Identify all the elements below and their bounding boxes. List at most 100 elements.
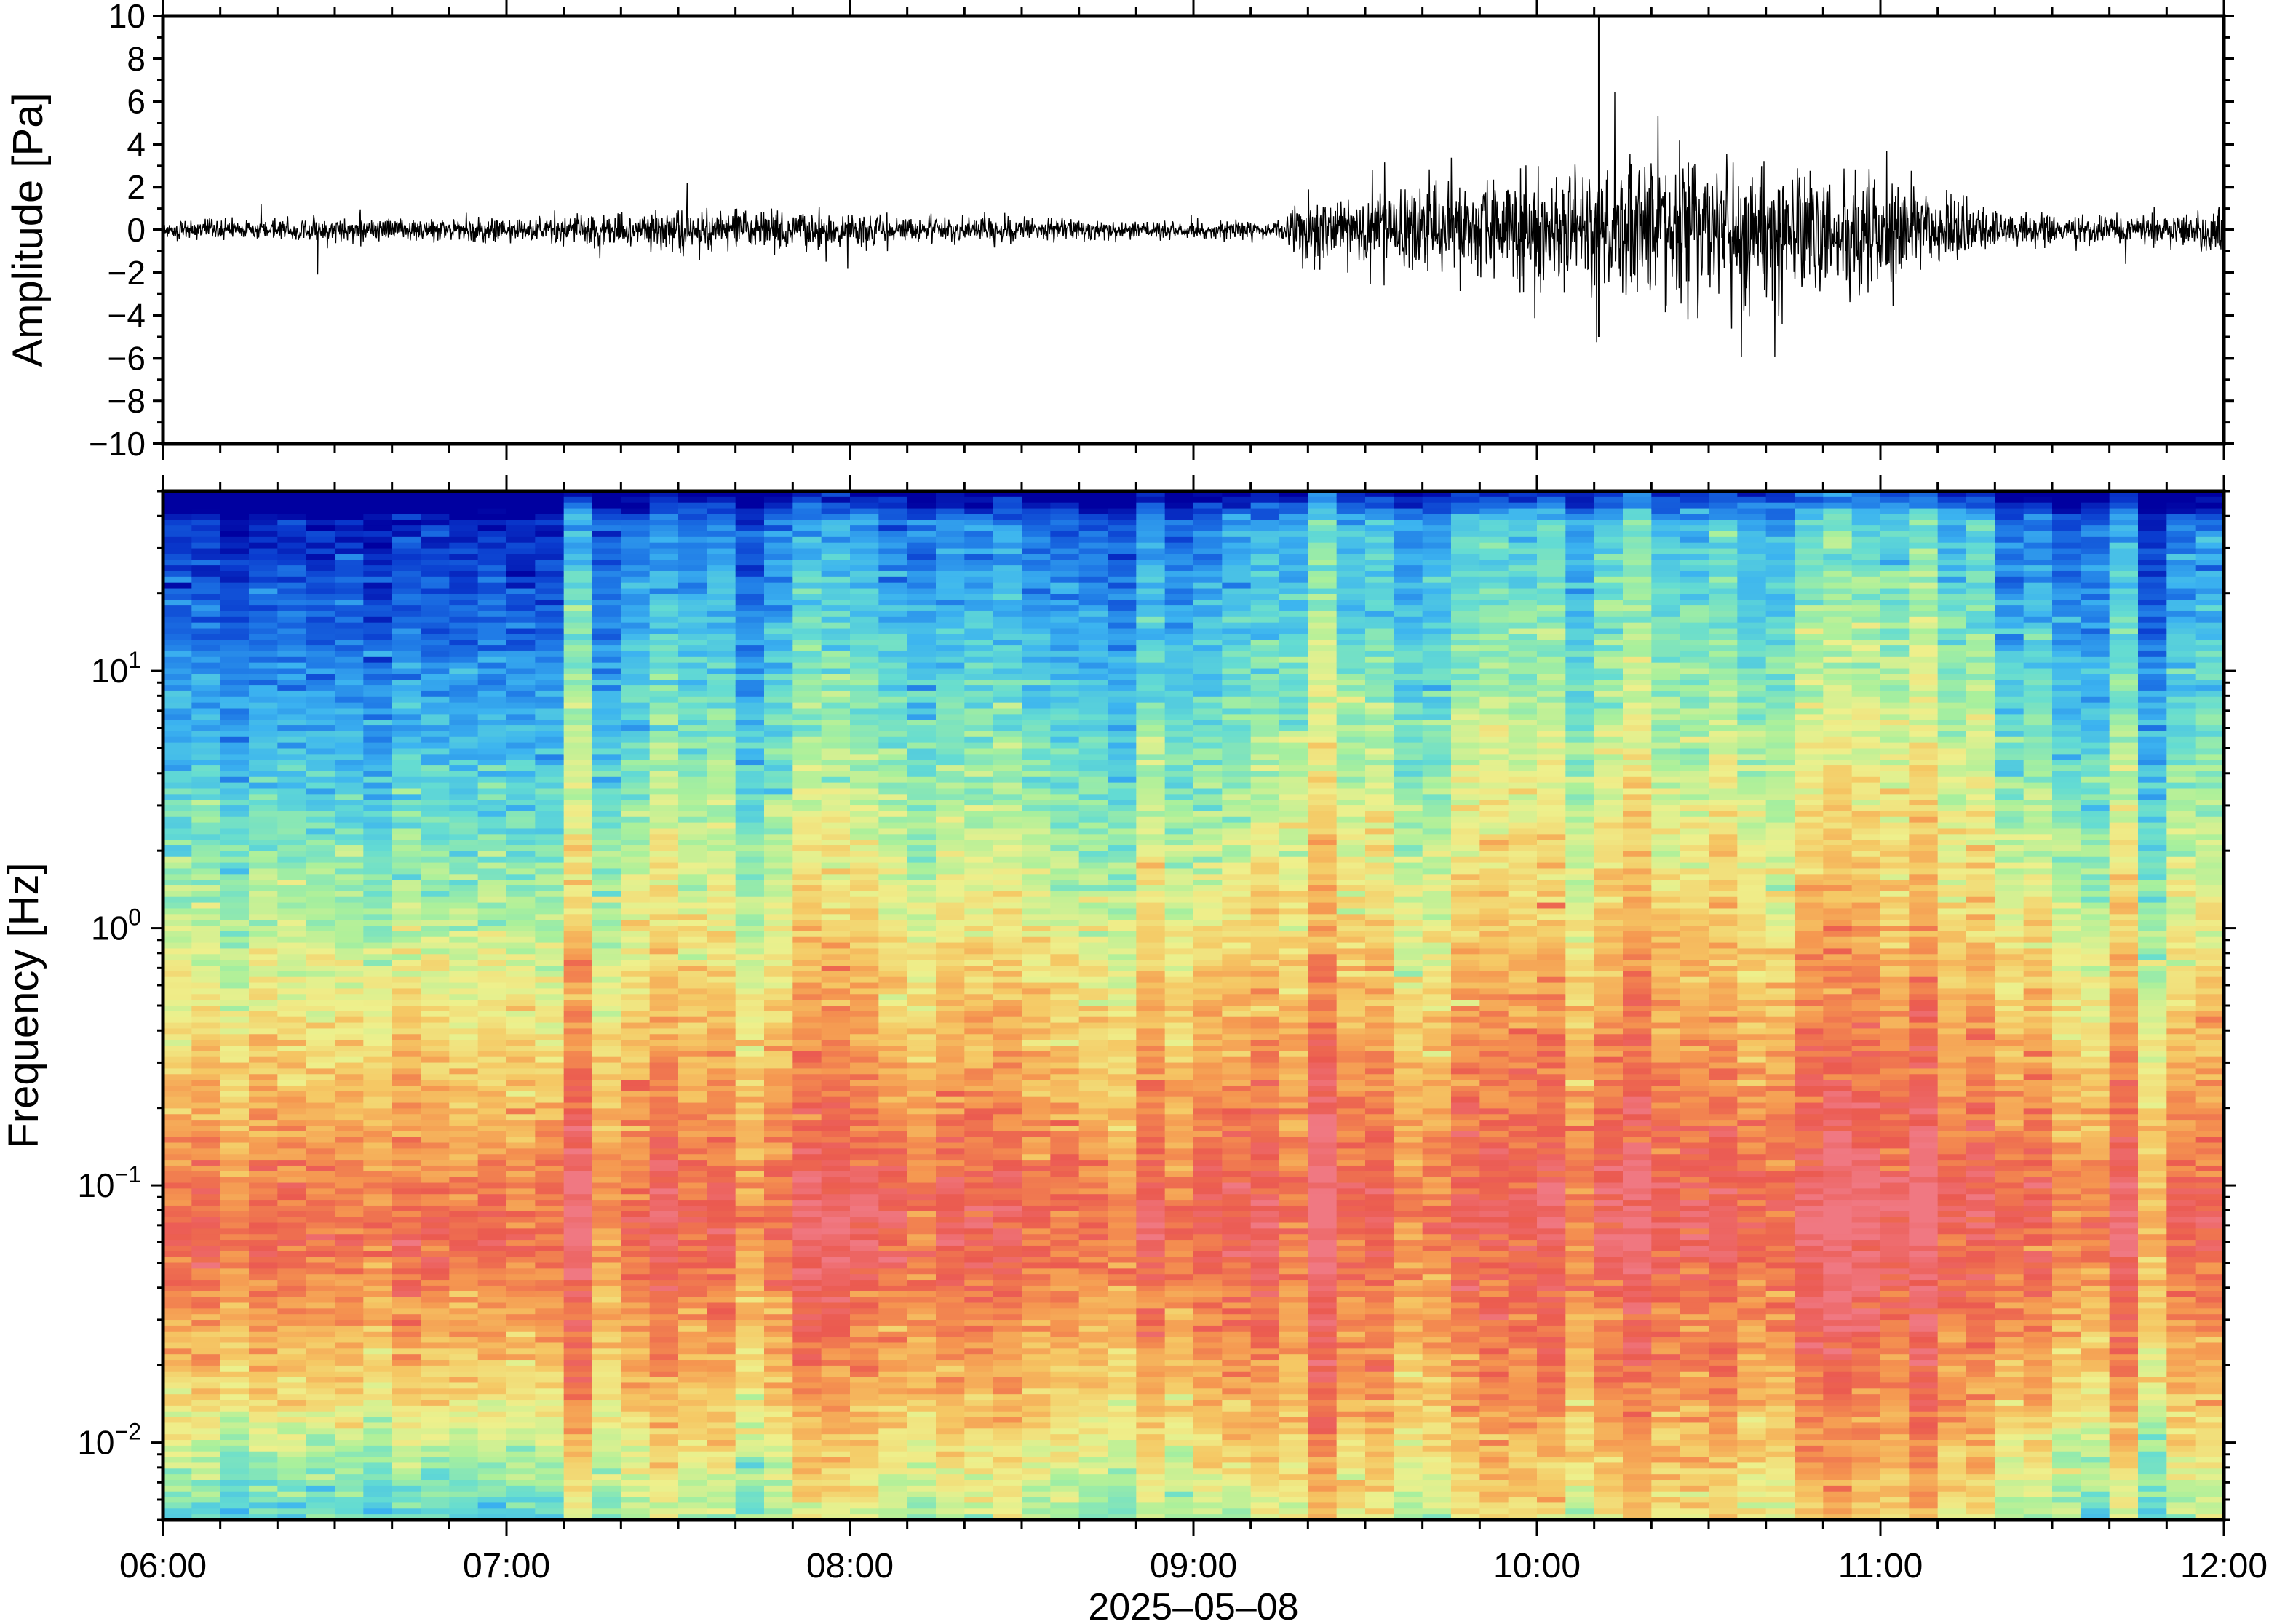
spectrogram-cell <box>220 1434 250 1441</box>
spectrogram-cell <box>249 1096 278 1104</box>
spectrogram-cell <box>477 1028 507 1035</box>
spectrogram-cell <box>792 736 822 744</box>
spectrogram-cell <box>506 1285 536 1292</box>
spectrogram-cell <box>306 874 335 880</box>
spectrogram-cell <box>764 1417 793 1424</box>
spectrogram-cell <box>735 1291 765 1298</box>
spectrogram-cell <box>220 936 250 944</box>
spectrogram-cell <box>249 942 278 950</box>
spectrogram-cell <box>563 1325 593 1332</box>
spectrogram-cell <box>277 1251 307 1258</box>
spectrogram-cell <box>363 948 393 955</box>
spectrogram-cell <box>506 1497 536 1504</box>
spectrogram-cell <box>249 971 278 978</box>
spectrogram-cell <box>649 1016 679 1024</box>
spectrogram-cell <box>506 1485 536 1492</box>
spectrogram-cell <box>249 1377 278 1384</box>
spectrogram-cell <box>592 582 621 589</box>
spectrogram-cell <box>506 502 536 509</box>
spectrogram-cell <box>191 1022 221 1030</box>
spectrogram-cell <box>392 1434 421 1441</box>
spectrogram-cell <box>249 1222 278 1229</box>
spectrogram-cell <box>707 891 736 898</box>
spectrogram-cell <box>163 1291 192 1298</box>
spectrogram-cell <box>936 502 965 509</box>
spectrogram-cell <box>249 1120 278 1126</box>
spectrogram-cell <box>392 805 421 812</box>
spectrogram-cell <box>649 874 679 880</box>
spectrogram-cell <box>163 1165 192 1172</box>
spectrogram-cell <box>421 610 450 618</box>
spectrogram-cell <box>936 1182 965 1189</box>
spectrogram-cell <box>764 765 793 772</box>
spectrogram-cell <box>306 1091 335 1098</box>
spectrogram-cell <box>649 1000 679 1006</box>
spectrogram-cell <box>735 1234 765 1241</box>
spectrogram-cell <box>392 976 421 984</box>
spectrogram-cell <box>191 708 221 715</box>
spectrogram-cell <box>592 530 621 538</box>
spectrogram-cell <box>335 1142 364 1149</box>
spectrogram-cell <box>649 1125 679 1132</box>
spectrogram-cell <box>764 1325 793 1332</box>
spectrogram-cell <box>306 560 335 566</box>
spectrogram-cell <box>735 811 765 818</box>
spectrogram-cell <box>392 754 421 760</box>
spectrogram-cell <box>621 1011 651 1018</box>
spectrogram-cell <box>335 926 364 932</box>
spectrogram-cell <box>535 1034 565 1040</box>
spectrogram-cell <box>506 1194 536 1201</box>
spectrogram-cell <box>249 845 278 852</box>
spectrogram-cell <box>163 1108 192 1115</box>
spectrogram-cell <box>936 1171 965 1178</box>
spectrogram-cell <box>363 1160 393 1166</box>
spectrogram-cell <box>621 1028 651 1035</box>
spectrogram-cell <box>477 1160 507 1166</box>
spectrogram-cell <box>477 1462 507 1469</box>
spectrogram-cell <box>535 1382 565 1389</box>
spectrogram-cell <box>878 1200 908 1206</box>
spectrogram-cell <box>335 1016 364 1024</box>
spectrogram-cell <box>592 656 621 664</box>
spectrogram-cell <box>249 1514 278 1520</box>
spectrogram-cell <box>821 896 851 904</box>
spectrogram-cell <box>821 1188 851 1195</box>
spectrogram-cell <box>878 1400 908 1406</box>
spectrogram-cell <box>649 1171 679 1178</box>
spectrogram-cell <box>306 788 335 795</box>
spectrogram-cell <box>220 685 250 692</box>
spectrogram-cell <box>477 1365 507 1372</box>
spectrogram-cell <box>563 868 593 875</box>
spectrogram-cell <box>678 988 707 995</box>
spectrogram-cell <box>477 954 507 960</box>
spectrogram-cell <box>535 896 565 904</box>
spectrogram-cell <box>363 908 393 915</box>
spectrogram-cell <box>449 754 479 760</box>
spectrogram-cell <box>563 1502 593 1509</box>
spectrogram-cell <box>163 668 192 674</box>
spectrogram-cell <box>878 776 908 784</box>
spectrogram-cell <box>535 1445 565 1452</box>
spectrogram-cell <box>449 1354 479 1361</box>
spectrogram-cell <box>277 1148 307 1155</box>
spectrogram-cell <box>191 1348 221 1355</box>
spectrogram-cell <box>335 525 364 532</box>
spectrogram-cell <box>506 1051 536 1058</box>
spectrogram-cell <box>477 605 507 612</box>
spectrogram-cell <box>191 1211 221 1218</box>
spectrogram-cell <box>592 748 621 755</box>
spectrogram-cell <box>335 530 364 538</box>
spectrogram-cell <box>621 548 651 555</box>
spectrogram-cell <box>421 582 450 589</box>
spectrogram-cell <box>506 650 536 658</box>
spectrogram-cell <box>649 725 679 732</box>
spectrogram-cell <box>477 885 507 892</box>
spectrogram-cell <box>277 1451 307 1458</box>
spectrogram-cell <box>707 776 736 784</box>
spectrogram-cell <box>735 1297 765 1304</box>
spectrogram-cell <box>936 816 965 824</box>
spectrogram-cell <box>249 1028 278 1035</box>
spectrogram-cell <box>191 1445 221 1452</box>
spectrogram-cell <box>735 1137 765 1144</box>
spectrogram-cell <box>563 1028 593 1035</box>
